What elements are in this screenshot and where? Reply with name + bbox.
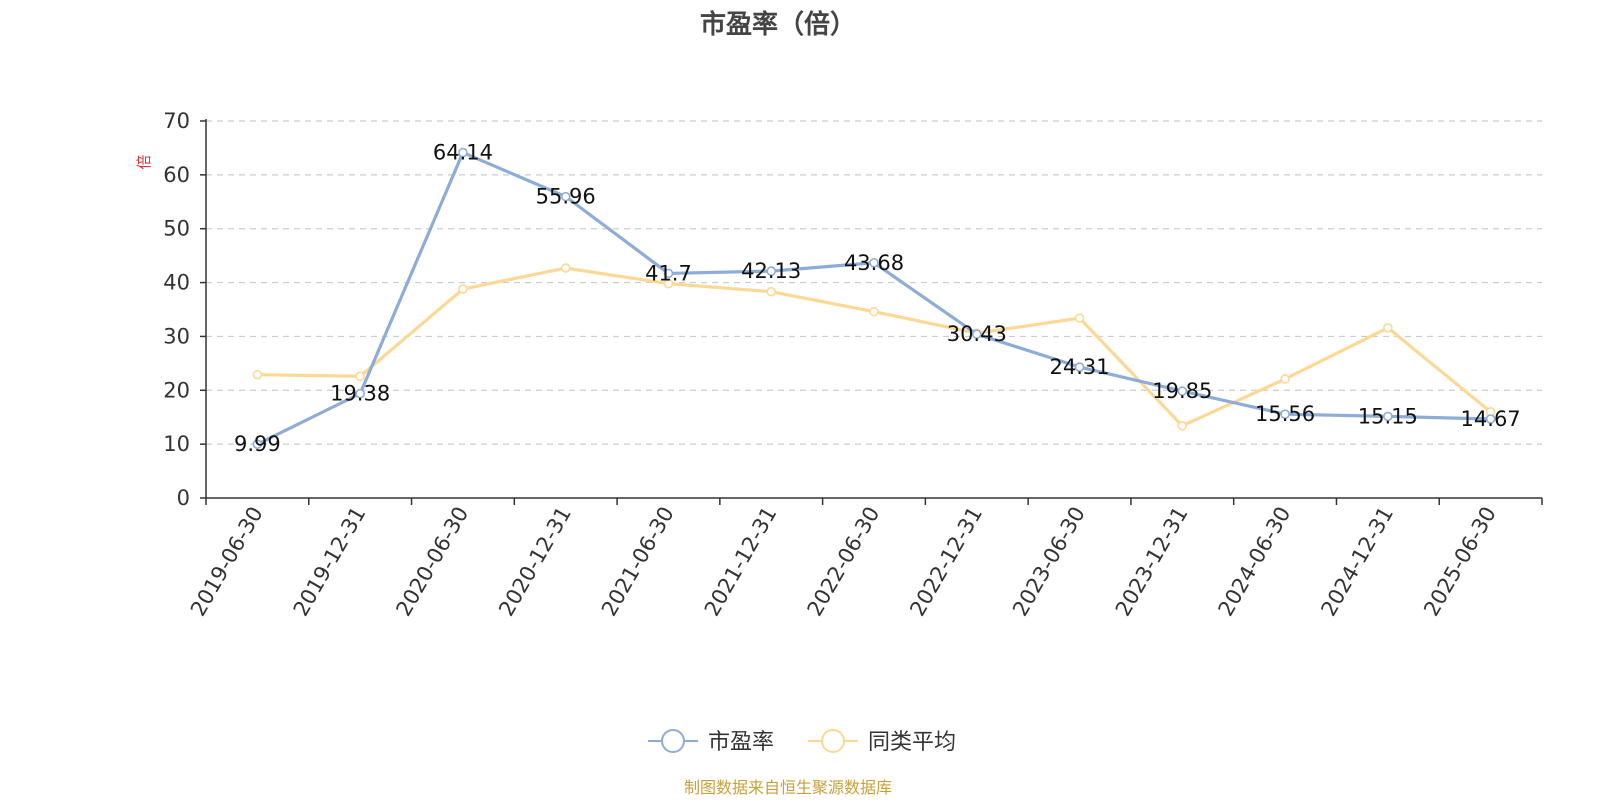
data-point <box>869 257 879 268</box>
data-label: 64.14 <box>433 141 493 165</box>
data-point <box>560 191 571 202</box>
y-tick-label: 40 <box>163 271 190 295</box>
y-tick-label: 50 <box>163 217 190 241</box>
data-point <box>1280 374 1290 384</box>
chart-title: 市盈率（倍） <box>700 9 856 40</box>
data-point <box>458 284 468 294</box>
x-tick-label: 2023-06-30 <box>1008 503 1090 621</box>
data-point <box>1074 313 1085 323</box>
data-label: 24.31 <box>1049 355 1109 379</box>
data-point <box>252 369 263 380</box>
legend-marker <box>821 729 845 753</box>
data-label: 15.56 <box>1255 402 1315 426</box>
x-tick-label: 2020-06-30 <box>391 503 473 621</box>
x-tick-label: 2025-06-30 <box>1419 503 1501 621</box>
series-line <box>255 150 1493 446</box>
legend-label: 市盈率 <box>708 730 774 755</box>
x-tick-label: 2022-12-31 <box>905 503 987 621</box>
data-point <box>869 306 879 317</box>
data-label: 15.15 <box>1358 404 1418 428</box>
data-point <box>663 278 674 289</box>
x-tick-label: 2023-12-31 <box>1111 503 1193 621</box>
legend-marker <box>661 729 685 753</box>
data-label: 30.43 <box>947 322 1007 346</box>
y-axis-unit-label: 倍 <box>135 154 153 169</box>
data-point <box>1485 414 1496 424</box>
y-tick-label: 70 <box>163 109 190 133</box>
data-label: 55.96 <box>536 185 596 209</box>
data-label: 19.38 <box>330 382 390 406</box>
x-tick-label: 2021-06-30 <box>597 503 679 621</box>
legend: 市盈率 同类平均 <box>648 729 956 755</box>
x-tick-label: 2019-06-30 <box>186 503 268 621</box>
x-tick-label: 2022-06-30 <box>803 503 885 621</box>
data-label: 9.99 <box>234 432 281 456</box>
data-point <box>1383 411 1393 422</box>
data-point <box>355 371 365 382</box>
x-tick-label: 2024-12-31 <box>1316 503 1398 621</box>
legend-item: 市盈率 <box>648 729 774 755</box>
data-point <box>560 263 571 273</box>
data-point <box>1383 323 1393 333</box>
data-point <box>355 388 365 399</box>
x-tick-label: 2020-12-31 <box>494 503 576 621</box>
y-tick-label: 60 <box>163 163 190 187</box>
data-point <box>458 147 468 158</box>
data-point <box>252 439 263 449</box>
data-point <box>1280 409 1290 419</box>
y-tick-label: 0 <box>177 486 190 510</box>
data-point <box>1177 421 1188 431</box>
data-label: 42.13 <box>741 259 801 283</box>
y-tick-label: 10 <box>163 432 190 456</box>
grid-lines <box>206 120 1542 445</box>
data-label: 43.68 <box>844 251 904 275</box>
source-note: 制图数据来自恒生聚源数据库 <box>684 778 892 797</box>
data-point <box>766 286 777 297</box>
x-tick-label: 2019-12-31 <box>289 503 371 621</box>
data-point <box>1074 362 1085 372</box>
y-tick-label: 30 <box>163 324 190 348</box>
data-label: 19.85 <box>1152 379 1212 403</box>
data-point <box>766 266 777 276</box>
legend-item: 同类平均 <box>808 729 956 755</box>
data-point <box>1177 386 1188 396</box>
y-tick-label: 20 <box>163 378 190 402</box>
data-labels: 9.99 19.38 64.14 55.96 41.7 42.13 43.68 30.43 24… <box>234 141 1521 457</box>
data-point <box>971 329 982 339</box>
x-tick-label: 2021-12-31 <box>700 503 782 621</box>
data-point <box>663 268 674 279</box>
series-lines <box>252 147 1496 449</box>
data-label: 14.67 <box>1461 407 1521 431</box>
legend-label: 同类平均 <box>868 730 956 755</box>
data-label: 41.7 <box>645 261 692 285</box>
x-tick-label: 2024-06-30 <box>1214 503 1296 621</box>
